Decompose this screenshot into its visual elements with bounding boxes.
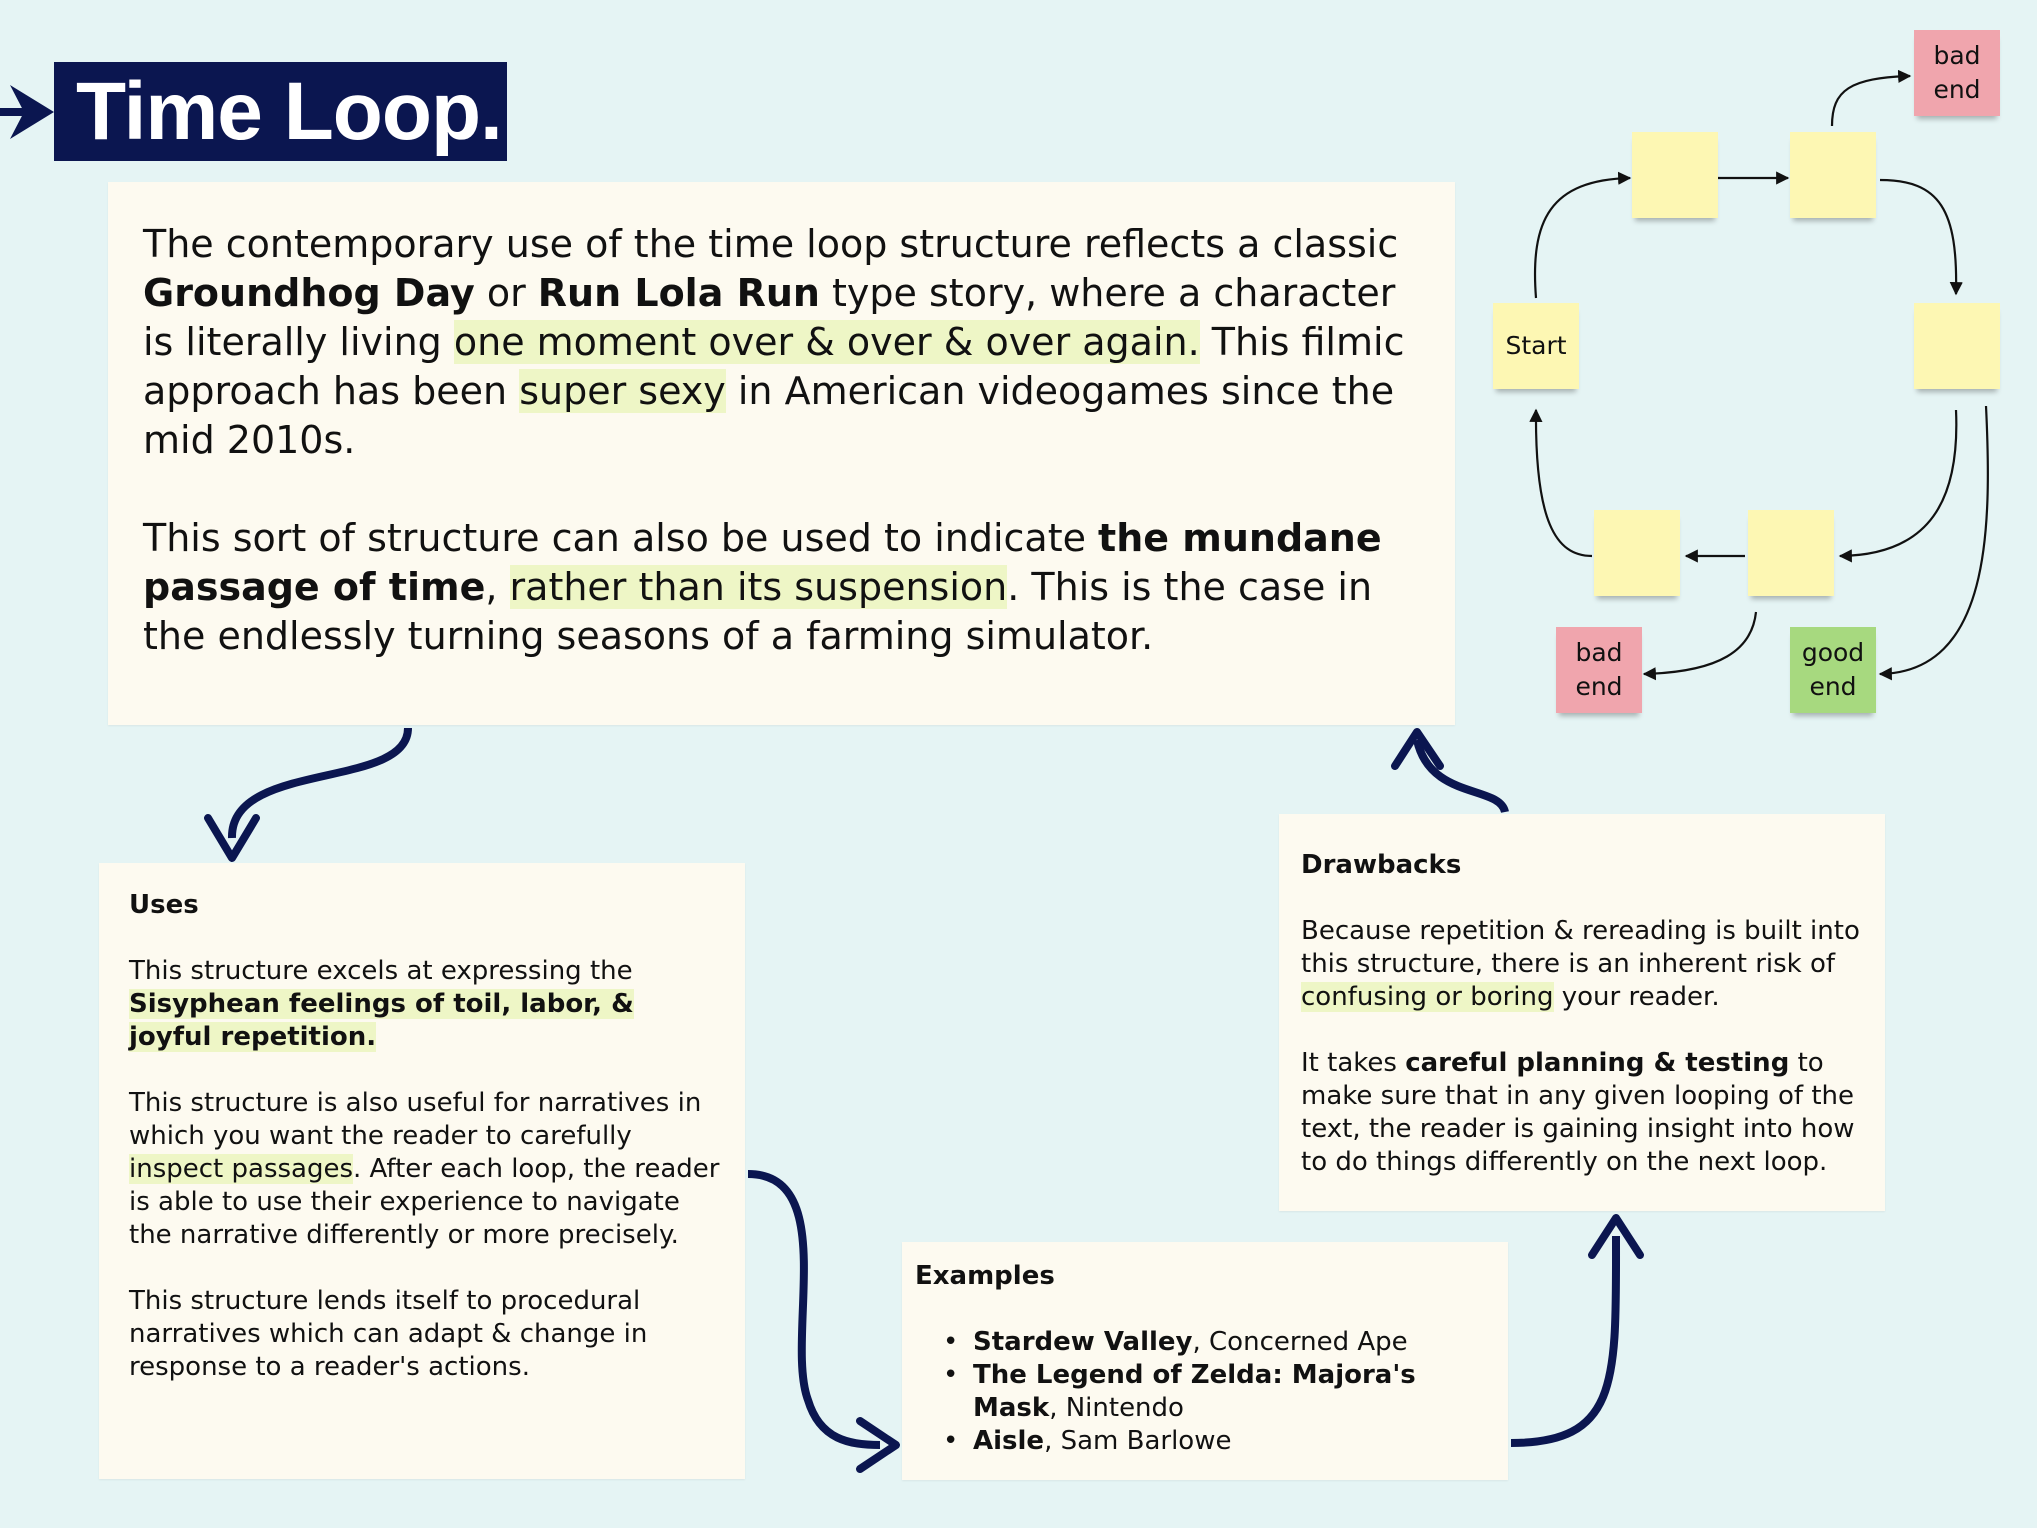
uses-paragraph-3: This structure lends itself to procedura… <box>129 1286 648 1382</box>
drawbacks-heading: Drawbacks <box>1301 850 1462 880</box>
sticky-good-end: good end <box>1790 627 1876 713</box>
uses-heading: Uses <box>129 890 199 920</box>
arrow-main-to-uses-head <box>204 814 260 862</box>
uses-paragraph-1: This structure excels at expressing the … <box>129 956 634 1052</box>
arrow-drawbacks-to-main-head <box>1391 728 1444 770</box>
sticky-bad-end-top: bad end <box>1914 30 2000 116</box>
drawbacks-card: Drawbacks Because repetition & rereading… <box>1279 814 1885 1211</box>
sticky-note <box>1790 132 1876 218</box>
arrow-examples-to-drawbacks <box>1510 1235 1621 1447</box>
sticky-note <box>1914 303 2000 389</box>
drawbacks-paragraph-2: It takes careful planning & testing to m… <box>1301 1048 1855 1177</box>
arrow-main-to-uses <box>227 727 412 839</box>
arrow-uses-to-examples <box>747 1170 881 1449</box>
drawbacks-paragraph-1: Because repetition & rereading is built … <box>1301 916 1860 1012</box>
intro-paragraph-1: The contemporary use of the time loop st… <box>143 222 1405 462</box>
sticky-note <box>1594 510 1680 596</box>
arrow-examples-to-drawbacks-head <box>1588 1214 1644 1259</box>
title-arrow <box>0 85 54 139</box>
arrow-drawbacks-to-main <box>1413 738 1509 814</box>
uses-card: Uses This structure excels at expressing… <box>99 863 745 1479</box>
examples-card: Examples Stardew Valley, Concerned Ape T… <box>902 1242 1508 1480</box>
sticky-note <box>1632 132 1718 218</box>
page-title: Time Loop. <box>54 62 507 161</box>
intro-card: The contemporary use of the time loop st… <box>108 182 1455 725</box>
list-item: The Legend of Zelda: Majora's Mask, Nint… <box>915 1359 1494 1425</box>
sticky-bad-end-bottom: bad end <box>1556 627 1642 713</box>
intro-paragraph-2: This sort of structure can also be used … <box>143 516 1382 658</box>
examples-list: Stardew Valley, Concerned Ape The Legend… <box>915 1326 1494 1458</box>
list-item: Stardew Valley, Concerned Ape <box>915 1326 1494 1359</box>
list-item: Aisle, Sam Barlowe <box>915 1425 1494 1458</box>
uses-paragraph-2: This structure is also useful for narrat… <box>129 1088 720 1250</box>
sticky-note <box>1748 510 1834 596</box>
arrow-uses-to-examples-head <box>856 1417 900 1473</box>
sticky-start: Start <box>1493 303 1579 389</box>
examples-heading: Examples <box>915 1261 1055 1291</box>
